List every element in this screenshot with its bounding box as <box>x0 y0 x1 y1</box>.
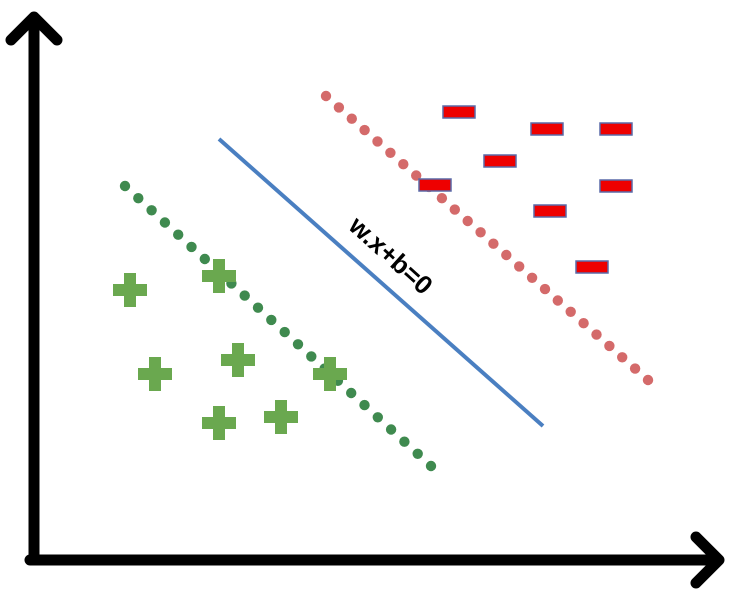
margin-dot <box>565 306 576 317</box>
negative-margin-line <box>320 90 654 386</box>
margin-dot <box>604 340 615 352</box>
plus-icon <box>264 400 298 434</box>
margin-dot <box>385 424 397 435</box>
positive-margin-line <box>119 180 437 472</box>
positive-samples <box>113 259 347 440</box>
margin-dot <box>642 374 654 386</box>
margin-dot <box>173 229 184 240</box>
x-axis-arrow-icon <box>690 531 725 589</box>
margin-dot <box>617 352 628 363</box>
margin-dot <box>306 351 317 362</box>
plus-icon <box>313 357 347 391</box>
margin-dot <box>239 290 250 301</box>
margin-dot <box>475 227 486 238</box>
margin-dot <box>359 124 370 136</box>
margin-dot <box>425 460 437 472</box>
margin-dot <box>159 217 171 228</box>
plus-icon <box>202 259 236 293</box>
plus-icon <box>138 357 172 391</box>
y-axis-arrow-icon <box>5 11 63 46</box>
margin-dot <box>266 314 277 326</box>
minus-icon <box>418 178 452 192</box>
margin-dot <box>279 326 290 338</box>
margin-dot <box>346 387 357 399</box>
margin-dot <box>320 90 332 102</box>
margin-dot <box>591 329 602 340</box>
margin-dot <box>526 272 538 283</box>
plus-icon <box>221 343 255 377</box>
minus-icon <box>483 154 517 168</box>
margin-dot <box>199 253 210 265</box>
axes <box>5 11 725 589</box>
negative-samples <box>418 105 633 274</box>
margin-dot <box>552 295 563 306</box>
margin-dot <box>436 193 448 204</box>
plus-icon <box>202 406 236 440</box>
margin-dot <box>333 102 345 113</box>
margin-dot <box>119 180 131 192</box>
minus-icon <box>533 204 567 218</box>
margin-dot <box>629 363 641 374</box>
margin-dot <box>186 241 197 253</box>
margin-dot <box>292 339 304 350</box>
margin-dot <box>488 238 499 249</box>
minus-icon <box>599 122 633 136</box>
margin-dot <box>449 204 460 215</box>
margin-dot <box>372 412 383 423</box>
margin-dot <box>539 283 551 295</box>
minus-icon <box>575 260 609 274</box>
margin-dot <box>501 249 512 261</box>
margin-dot <box>385 147 396 158</box>
margin-dot <box>359 399 370 411</box>
margin-dot <box>412 448 423 459</box>
margin-dot <box>252 302 264 313</box>
minus-icon <box>599 179 633 193</box>
margin-dot <box>133 193 144 204</box>
hyperplane-label: w.x+b=0 <box>342 209 438 300</box>
margin-dot <box>411 170 422 181</box>
margin-dot <box>462 215 473 227</box>
margin-dot <box>146 205 157 216</box>
margin-dot <box>372 136 383 147</box>
margin-dot <box>578 318 589 329</box>
margin-dot <box>398 159 409 170</box>
margin-dot <box>514 261 525 272</box>
plus-icon <box>113 273 147 307</box>
minus-icon <box>530 122 564 136</box>
minus-icon <box>442 105 476 119</box>
hyperplane-line <box>217 137 545 428</box>
margin-dot <box>399 436 410 447</box>
margin-dot <box>346 113 357 124</box>
